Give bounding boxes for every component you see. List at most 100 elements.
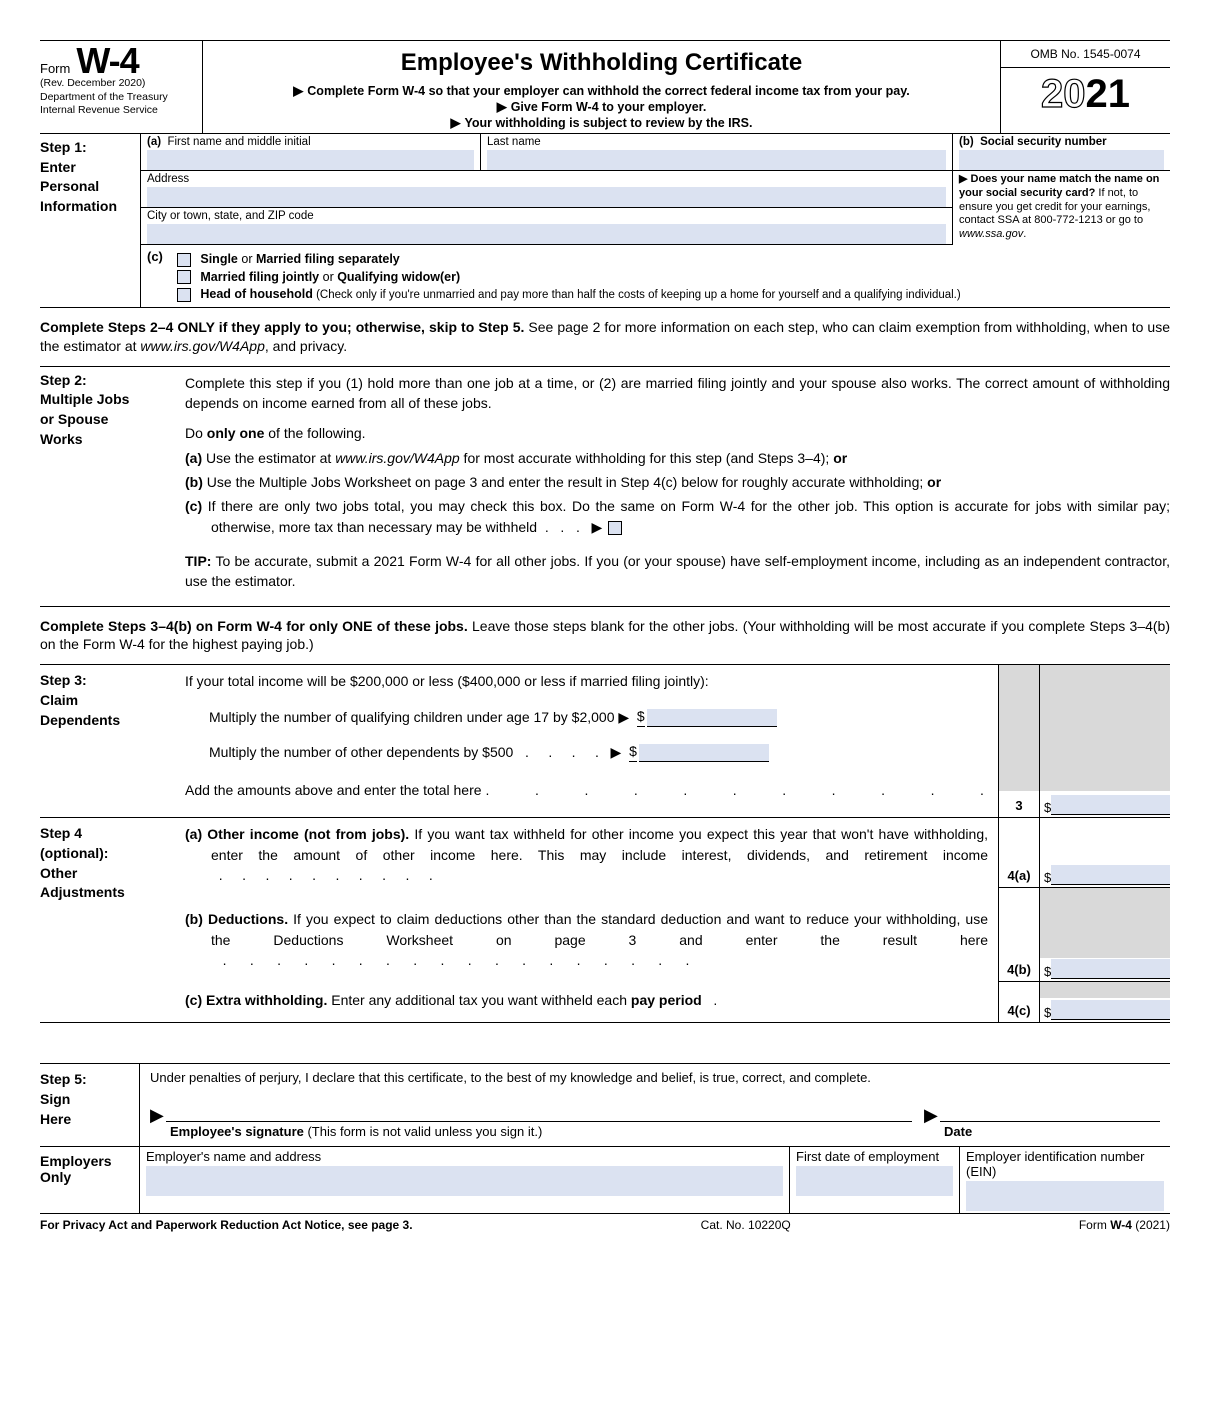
opt-c-text: If there are only two jobs total, you ma… (202, 498, 1170, 534)
city-input[interactable] (147, 224, 946, 244)
employers-heading: Employers Only (40, 1147, 140, 1213)
ssn-note-period: . (1023, 228, 1026, 240)
omb: OMB No. 1545-0074 (1001, 41, 1170, 68)
last-name-input[interactable] (487, 150, 946, 170)
employer-name-cell: Employer's name and address (140, 1147, 790, 1213)
step4c-num: 4(c) (999, 998, 1039, 1022)
checkbox-single[interactable] (177, 253, 191, 267)
header: Form W-4 (Rev. December 2020) Department… (40, 40, 1170, 134)
ssn-label: Social security number (980, 136, 1107, 148)
footer: For Privacy Act and Paperwork Reduction … (40, 1214, 1170, 1232)
step1-h4: Information (40, 197, 134, 217)
ssn-cell: (b) Social security number (952, 134, 1170, 170)
step5-declaration: Under penalties of perjury, I declare th… (150, 1070, 1160, 1085)
step4b-dollar: $ (1044, 964, 1051, 979)
ssn-input[interactable] (959, 150, 1164, 170)
first-date-input[interactable] (796, 1166, 953, 1196)
step5-heading: Step 5: Sign Here (40, 1064, 140, 1146)
footer-left: For Privacy Act and Paperwork Reduction … (40, 1218, 413, 1232)
step3-line2-dots: . . . . ▶ (513, 744, 621, 760)
ein-label: Employer identification number (EIN) (966, 1149, 1144, 1179)
step4b-dots: . . . . . . . . . . . . . . . . . . (211, 952, 689, 968)
step4-heading: Step 4 (optional): Other Adjustments (40, 818, 185, 1022)
opt-b-or: or (927, 474, 941, 490)
label-c: (c) (147, 249, 163, 305)
step5-h1: Step 5: (40, 1070, 133, 1090)
step4c-bold: Extra withholding. (206, 992, 327, 1008)
step4c-input[interactable] (1051, 1000, 1170, 1020)
employer-name-input[interactable] (146, 1166, 783, 1196)
signature-row: ▶ Employee's signature (This form is not… (150, 1121, 1160, 1142)
step4c-row: (c) Extra withholding. Enter any additio… (185, 990, 988, 1010)
b12-site: www.irs.gov/W4App (140, 338, 264, 354)
step3-h1: Step 3: (40, 671, 179, 691)
address-label: Address (147, 173, 189, 185)
step4a-dollar: $ (1044, 870, 1051, 885)
city-cell: City or town, state, and ZIP code (140, 208, 952, 245)
step3-line2-input[interactable] (639, 744, 769, 762)
step4a-row: (a) Other income (not from jobs). If you… (185, 824, 988, 885)
checkbox-hoh[interactable] (177, 288, 191, 302)
step4a-bold: Other income (not from jobs). (207, 826, 409, 842)
header-center: Employee's Withholding Certificate ▶Comp… (203, 41, 1000, 133)
date-cell[interactable]: Date (940, 1121, 1160, 1142)
step2-p2-rest: of the following. (264, 425, 365, 441)
first-name-cell: (a) First name and middle initial (140, 134, 480, 170)
step1-h3: Personal (40, 177, 134, 197)
ein-cell: Employer identification number (EIN) (960, 1147, 1170, 1213)
footer-mid: Cat. No. 10220Q (701, 1218, 791, 1232)
step2-h2: Multiple Jobs (40, 390, 179, 410)
b23-bold: Complete Steps 3–4(b) on Form W-4 for on… (40, 618, 468, 634)
step4a-num: 4(a) (999, 864, 1039, 888)
signature-cell[interactable]: Employee's signature (This form is not v… (166, 1121, 912, 1142)
step3-body: If your total income will be $200,000 or… (185, 665, 998, 817)
step4b-input[interactable] (1051, 959, 1170, 979)
between-1-2: Complete Steps 2–4 ONLY if they apply to… (40, 308, 1170, 367)
year-outline: 20 (1041, 72, 1086, 116)
step2-body: Complete this step if you (1) hold more … (185, 367, 1170, 606)
checkbox-2c[interactable] (608, 521, 622, 535)
step1-heading: Step 1: Enter Personal Information (40, 134, 140, 307)
step4-amtcol: $ $ $ (1040, 818, 1170, 1022)
filing-joint-or: or (319, 270, 337, 284)
step3-num: 3 (999, 791, 1039, 817)
filing-single: Single (200, 252, 238, 266)
opt-a-site: www.irs.gov/W4App (335, 450, 459, 466)
step4c-text: Enter any additional tax you want withhe… (327, 992, 631, 1008)
checkbox-joint[interactable] (177, 270, 191, 284)
opt-c-tag: (c) (185, 498, 202, 514)
irs: Internal Revenue Service (40, 104, 196, 117)
footer-right: Form W-4 (2021) (1079, 1218, 1170, 1232)
first-name-input[interactable] (147, 150, 474, 170)
step3-numcol: 3 (998, 665, 1040, 817)
label-b: (b) (959, 136, 974, 148)
tip-label: TIP: (185, 553, 211, 569)
step4c-dots: . (702, 992, 718, 1008)
step4b-tag: (b) (185, 911, 203, 927)
step2-h3: or Spouse (40, 410, 179, 430)
address-input[interactable] (147, 187, 946, 207)
step3-line2-dollar: $ (629, 741, 637, 762)
first-name-label: First name and middle initial (167, 136, 310, 148)
step4c-tag: (c) (185, 992, 202, 1008)
step3-line1-input[interactable] (647, 709, 777, 727)
step5: Step 5: Sign Here Under penalties of per… (40, 1063, 1170, 1146)
filing-joint: Married filing jointly (200, 270, 319, 284)
ein-input[interactable] (966, 1181, 1164, 1211)
step4b-bold: Deductions. (208, 911, 288, 927)
step2-h4: Works (40, 430, 179, 450)
step3-line1: Multiply the number of qualifying childr… (209, 709, 629, 725)
ssn-note: ▶ Does your name match the name on your … (952, 171, 1170, 245)
form-code: W-4 (76, 45, 138, 77)
employer-name-label: Employer's name and address (146, 1149, 321, 1164)
between-2-3: Complete Steps 3–4(b) on Form W-4 for on… (40, 607, 1170, 666)
step4-numcol: 4(a) 4(b) 4(c) (998, 818, 1040, 1022)
step4-h2: (optional): (40, 844, 179, 864)
step4c-bold2: pay period (631, 992, 702, 1008)
step1-body: (a) First name and middle initial Last n… (140, 134, 1170, 307)
step3-total-dots: . . . . . . . . . . . . . (482, 780, 988, 800)
step3-amt-input[interactable] (1051, 795, 1170, 815)
step4a-input[interactable] (1051, 865, 1170, 885)
step3-line2-row: Multiply the number of other dependents … (209, 741, 988, 762)
step4-h1: Step 4 (40, 824, 179, 844)
